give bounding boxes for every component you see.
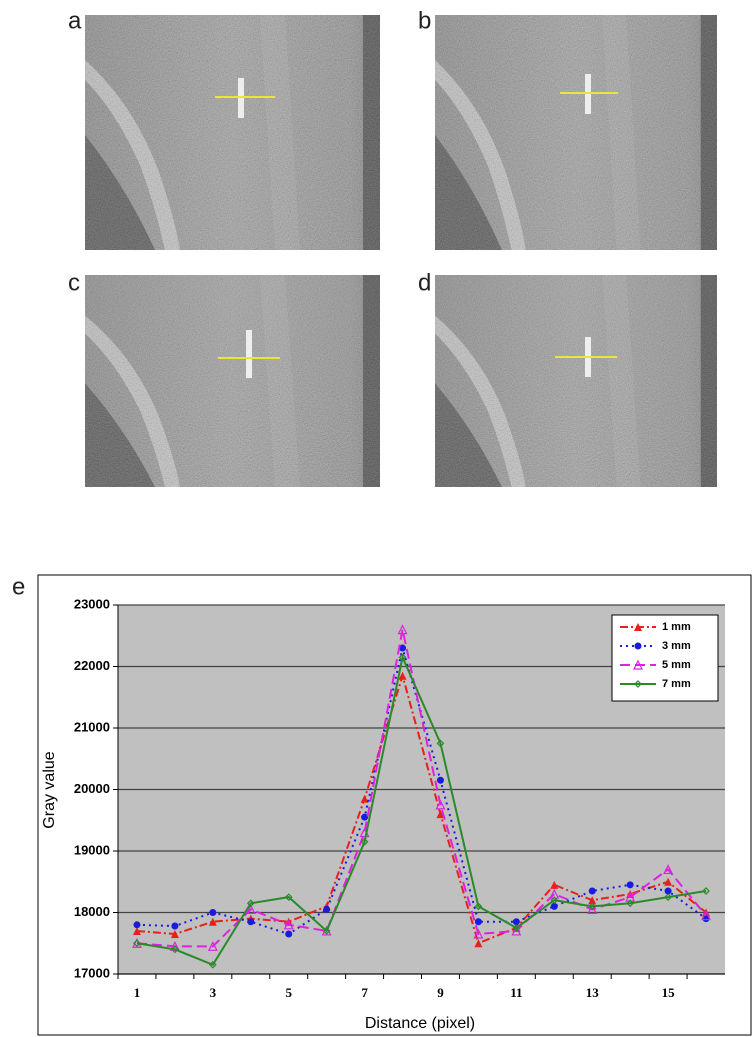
- marker: [474, 939, 483, 948]
- marker: [633, 659, 643, 670]
- x-tick-label: 11: [510, 985, 522, 1000]
- x-tick-label: 7: [361, 985, 368, 1000]
- marker: [247, 918, 255, 926]
- y-axis-title: Gray value: [41, 751, 58, 828]
- marker: [625, 891, 636, 902]
- marker: [323, 905, 331, 913]
- marker: [550, 902, 558, 910]
- image-panel: [85, 15, 380, 250]
- marker: [321, 925, 332, 936]
- legend-box: [611, 614, 719, 702]
- marker: [245, 904, 256, 915]
- panel-label: c: [68, 269, 80, 296]
- marker: [701, 910, 712, 921]
- x-tick-label: 5: [285, 985, 292, 1000]
- x-tick-label: 13: [586, 985, 600, 1000]
- x-axis-title: Distance (pixel): [365, 1015, 475, 1032]
- marker: [634, 680, 642, 688]
- marker: [209, 909, 217, 916]
- marker: [361, 813, 369, 821]
- marker: [664, 877, 673, 886]
- marker: [283, 919, 294, 930]
- marker: [588, 887, 596, 895]
- marker: [664, 887, 672, 895]
- x-tick-label: 3: [210, 985, 217, 1000]
- y-tick-label: 17000: [74, 965, 110, 980]
- marker: [587, 904, 598, 915]
- y-tick-label: 19000: [74, 842, 110, 857]
- series-line: [136, 672, 707, 945]
- marker: [397, 624, 408, 635]
- marker: [664, 893, 672, 901]
- y-tick-label: 18000: [74, 904, 110, 919]
- marker: [550, 896, 559, 905]
- marker: [550, 880, 559, 889]
- marker: [634, 623, 642, 631]
- panel-label: b: [418, 7, 431, 34]
- marker: [435, 799, 446, 810]
- legend-label: 3 mm: [662, 640, 691, 652]
- marker: [549, 888, 560, 899]
- marker: [246, 899, 255, 908]
- panel-label: d: [418, 269, 431, 296]
- y-tick-label: 23000: [74, 596, 110, 611]
- image-panel: [85, 275, 380, 487]
- marker: [285, 930, 293, 938]
- marker: [473, 928, 484, 939]
- marker: [208, 960, 217, 969]
- marker: [399, 644, 407, 652]
- image-panel: [435, 275, 717, 487]
- marker: [133, 921, 141, 929]
- marker: [474, 902, 483, 911]
- crosshair: [215, 74, 618, 378]
- marker: [474, 918, 482, 926]
- x-tick-label: 15: [662, 985, 676, 1000]
- marker: [626, 899, 635, 908]
- marker: [588, 902, 597, 911]
- legend-label: 5 mm: [662, 659, 691, 671]
- series-line: [136, 629, 707, 948]
- legend-label: 1 mm: [662, 621, 691, 633]
- marker: [436, 739, 445, 748]
- series-line: [136, 654, 707, 967]
- marker: [511, 925, 522, 936]
- marker: [663, 864, 674, 875]
- y-tick-label: 22000: [74, 658, 110, 673]
- marker: [360, 837, 369, 846]
- x-tick-label: 9: [437, 985, 444, 1000]
- marker: [322, 927, 331, 935]
- marker: [284, 893, 293, 901]
- marker: [702, 915, 710, 923]
- panel-label: a: [68, 7, 82, 34]
- marker: [171, 945, 179, 954]
- y-tick-label: 21000: [74, 719, 110, 734]
- marker: [436, 776, 444, 784]
- marker: [132, 926, 141, 935]
- x-tick-label: 1: [134, 985, 141, 1000]
- marker: [171, 922, 179, 930]
- y-tick-label: 20000: [74, 781, 110, 796]
- marker: [512, 918, 520, 926]
- marker: [398, 671, 407, 680]
- marker: [588, 896, 597, 905]
- marker: [133, 939, 141, 948]
- marker: [626, 881, 634, 889]
- marker: [398, 653, 407, 662]
- marker: [512, 924, 521, 932]
- marker: [208, 917, 217, 926]
- marker: [702, 887, 710, 895]
- marker: [360, 794, 369, 803]
- marker: [207, 940, 218, 951]
- panel-label: e: [12, 573, 25, 600]
- marker: [436, 810, 445, 819]
- image-panel: [435, 15, 717, 250]
- legend-label: 7 mm: [662, 678, 691, 690]
- marker: [634, 642, 642, 650]
- series-line: [136, 647, 707, 936]
- marker: [170, 930, 179, 939]
